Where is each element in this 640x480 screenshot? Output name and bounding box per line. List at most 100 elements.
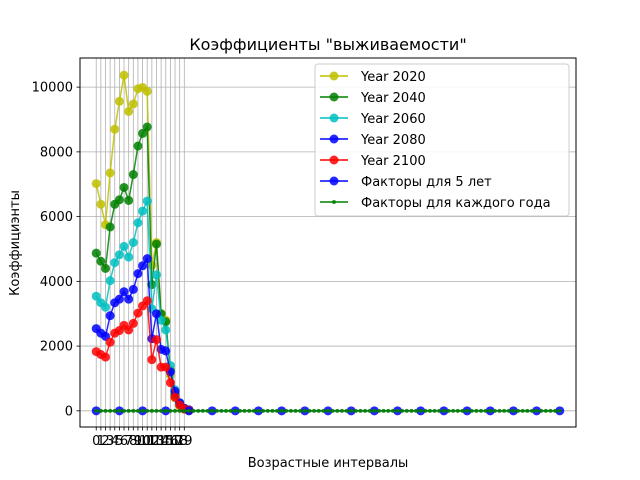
data-point: [165, 378, 175, 388]
data-point: [409, 408, 414, 413]
data-point: [135, 408, 140, 413]
data-point: [539, 408, 544, 413]
data-point: [219, 408, 224, 413]
data-point: [108, 408, 113, 413]
x-tick-label: 10: [134, 434, 151, 449]
data-point: [151, 239, 161, 249]
data-point: [112, 408, 117, 413]
data-point: [492, 408, 497, 413]
data-point: [105, 222, 115, 232]
data-point: [98, 408, 103, 413]
data-point: [105, 337, 115, 347]
data-point: [159, 408, 164, 413]
data-point: [534, 408, 539, 413]
data-point: [124, 195, 134, 205]
data-point: [330, 408, 335, 413]
data-point: [427, 408, 432, 413]
x-tick-label: 2: [101, 434, 109, 449]
data-point: [200, 408, 205, 413]
x-tick-label: 7: [125, 434, 133, 449]
data-point: [173, 408, 178, 413]
data-point: [142, 122, 152, 132]
data-point: [214, 408, 219, 413]
data-point: [114, 195, 124, 205]
x-tick-label: 18: [171, 434, 188, 449]
data-point: [349, 408, 354, 413]
legend-marker: [329, 176, 339, 186]
x-tick-label: 17: [167, 434, 184, 449]
x-tick-label: 12: [144, 434, 161, 449]
data-point: [376, 408, 381, 413]
data-point: [168, 408, 173, 413]
data-point: [138, 206, 148, 216]
y-tick-label: 8000: [40, 145, 73, 160]
data-point: [131, 408, 136, 413]
x-tick-label: 4: [111, 434, 119, 449]
data-point: [233, 408, 238, 413]
data-point: [386, 408, 391, 413]
data-point: [516, 408, 521, 413]
data-point: [186, 408, 191, 413]
data-point: [210, 408, 215, 413]
data-point: [96, 199, 106, 209]
data-point: [128, 99, 138, 109]
data-point: [400, 408, 405, 413]
data-point: [302, 408, 307, 413]
data-point: [91, 291, 101, 301]
data-point: [451, 408, 456, 413]
data-point: [284, 408, 289, 413]
x-tick-label: 8: [129, 434, 137, 449]
legend-label: Факторы для каждого года: [361, 196, 551, 211]
series-layer: [91, 70, 565, 416]
data-point: [126, 408, 131, 413]
data-point: [142, 196, 152, 206]
data-point: [114, 96, 124, 106]
data-point: [151, 270, 161, 280]
data-point: [488, 408, 493, 413]
data-point: [128, 318, 138, 328]
data-point: [133, 141, 143, 151]
data-point: [242, 408, 247, 413]
x-tick-label: 1: [97, 434, 105, 449]
x-tick-label: 13: [148, 434, 165, 449]
data-point: [196, 408, 201, 413]
data-point: [142, 86, 152, 96]
data-point: [298, 408, 303, 413]
data-point: [381, 408, 386, 413]
data-point: [145, 408, 150, 413]
plot-frame: [79, 57, 577, 428]
data-point: [460, 408, 465, 413]
data-point: [142, 296, 152, 306]
data-point: [432, 408, 437, 413]
data-point: [525, 408, 530, 413]
data-point: [163, 408, 168, 413]
data-point: [128, 284, 138, 294]
data-point: [511, 408, 516, 413]
data-point: [307, 408, 312, 413]
data-point: [321, 408, 326, 413]
data-point: [423, 408, 428, 413]
legend-label: Year 2020: [360, 70, 426, 85]
data-point: [100, 263, 110, 273]
data-point: [133, 308, 143, 318]
data-point: [256, 408, 261, 413]
data-point: [279, 408, 284, 413]
series-6: [94, 408, 562, 413]
data-point: [182, 408, 187, 413]
data-point: [124, 325, 134, 335]
data-point: [151, 335, 161, 345]
data-point: [455, 408, 460, 413]
data-point: [265, 408, 270, 413]
data-point: [529, 408, 534, 413]
data-point: [105, 311, 115, 321]
data-point: [119, 287, 129, 297]
legend-label: Year 2040: [360, 91, 426, 106]
x-tick-label: 0: [92, 434, 100, 449]
data-point: [344, 408, 349, 413]
data-point: [105, 168, 115, 178]
data-point: [147, 280, 157, 290]
data-point: [138, 128, 148, 138]
data-point: [147, 355, 157, 365]
data-point: [390, 408, 395, 413]
data-point: [483, 408, 488, 413]
